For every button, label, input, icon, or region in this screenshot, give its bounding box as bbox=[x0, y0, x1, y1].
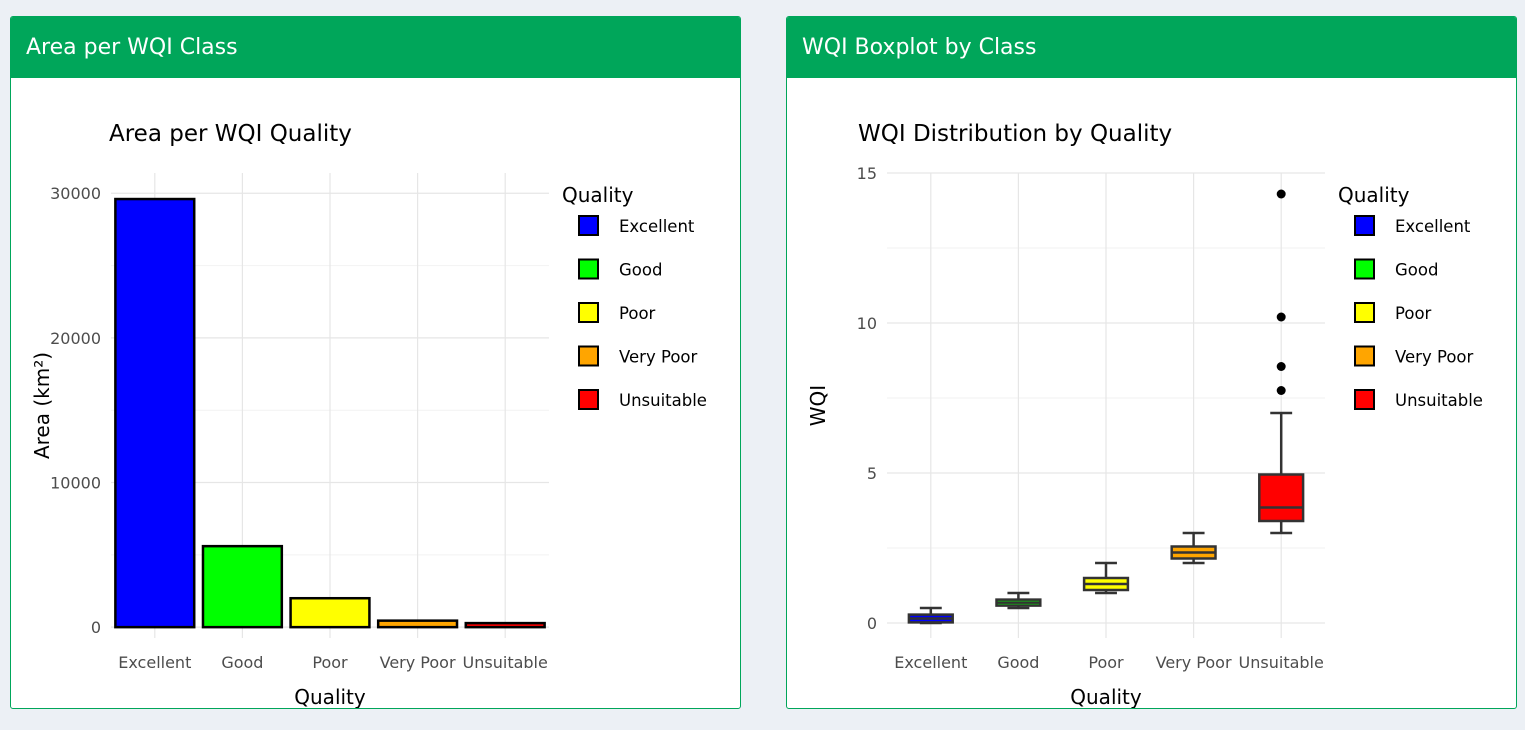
y-tick-label: 30000 bbox=[50, 184, 101, 203]
y-axis-label: Area (km²) bbox=[30, 352, 54, 459]
legend-swatch bbox=[1354, 258, 1375, 280]
x-tick-label: Good bbox=[997, 653, 1039, 672]
bar bbox=[201, 544, 284, 629]
x-tick-label: Unsuitable bbox=[1239, 653, 1324, 672]
x-tick-label: Excellent bbox=[894, 653, 967, 672]
legend-swatch bbox=[578, 345, 599, 367]
x-tick-label: Very Poor bbox=[380, 653, 456, 672]
panel-header: Area per WQI Class bbox=[11, 17, 740, 78]
area-bar-chart: 0 10000 20000 30000 Excellent Good Poor Very Po… bbox=[30, 121, 707, 709]
panel-header: WQI Boxplot by Class bbox=[787, 17, 1516, 78]
legend-label: Excellent bbox=[619, 217, 695, 236]
bar bbox=[289, 596, 371, 629]
legend-swatch bbox=[578, 215, 599, 236]
outlier-point bbox=[1276, 189, 1286, 199]
area-chart-panel: Area per WQI Class 0 10000 20000 30000 Excel… bbox=[10, 16, 741, 709]
bar bbox=[376, 619, 459, 629]
legend-label: Poor bbox=[619, 304, 656, 323]
x-tick-label: Good bbox=[221, 653, 263, 672]
legend-label: Good bbox=[1395, 261, 1438, 280]
legend-label: Excellent bbox=[1395, 217, 1471, 236]
legend-label: Good bbox=[619, 261, 662, 280]
x-tick-label: Excellent bbox=[118, 653, 191, 672]
legend-title: Quality bbox=[562, 183, 634, 207]
y-tick-label: 15 bbox=[857, 164, 877, 183]
y-tick-label: 10000 bbox=[50, 474, 101, 493]
x-tick-label: Unsuitable bbox=[463, 653, 548, 672]
outlier-point bbox=[1276, 312, 1286, 322]
x-axis-label: Quality bbox=[1070, 685, 1142, 709]
legend-label: Very Poor bbox=[619, 348, 698, 367]
legend-label: Unsuitable bbox=[1395, 391, 1483, 410]
wqi-boxplot-chart: 0 5 10 15 Excellent Good Poor Very Poor Unsuitab… bbox=[806, 121, 1483, 709]
outlier-point bbox=[1276, 386, 1286, 395]
chart-title: Area per WQI Quality bbox=[109, 121, 352, 147]
y-tick-label: 0 bbox=[91, 618, 101, 637]
legend-label: Very Poor bbox=[1395, 348, 1474, 367]
legend-swatch bbox=[1354, 302, 1375, 323]
panel-body: 0 10000 20000 30000 Excellent Good Poor Very Po… bbox=[11, 78, 740, 709]
legend-swatch bbox=[578, 258, 599, 280]
legend-title: Quality bbox=[1338, 183, 1410, 207]
y-tick-label: 5 bbox=[867, 464, 877, 483]
y-tick-label: 10 bbox=[857, 314, 877, 333]
x-tick-label: Poor bbox=[1088, 653, 1124, 672]
y-tick-label: 20000 bbox=[50, 329, 101, 348]
box bbox=[1258, 473, 1305, 523]
panel-body: 0 5 10 15 Excellent Good Poor Very Poor Unsuitab… bbox=[787, 78, 1516, 709]
chart-title: WQI Distribution by Quality bbox=[858, 121, 1172, 147]
bar bbox=[464, 621, 546, 629]
y-tick-label: 0 bbox=[867, 614, 877, 633]
legend-swatch bbox=[578, 389, 599, 410]
y-axis-label: WQI bbox=[806, 385, 830, 426]
x-tick-label: Poor bbox=[312, 653, 348, 672]
x-axis-label: Quality bbox=[294, 685, 366, 709]
legend-swatch bbox=[578, 302, 599, 323]
legend-swatch bbox=[1354, 345, 1375, 367]
outlier-point bbox=[1276, 362, 1286, 371]
x-tick-label: Very Poor bbox=[1156, 653, 1232, 672]
legend-swatch bbox=[1354, 389, 1375, 410]
legend-swatch bbox=[1354, 215, 1375, 236]
boxplot-panel: WQI Boxplot by Class 0 5 10 15 Excellent Good… bbox=[786, 16, 1517, 709]
bar bbox=[114, 197, 196, 629]
legend-label: Unsuitable bbox=[619, 391, 707, 410]
legend-label: Poor bbox=[1395, 304, 1432, 323]
